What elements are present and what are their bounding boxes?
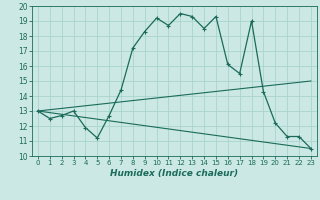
X-axis label: Humidex (Indice chaleur): Humidex (Indice chaleur): [110, 169, 238, 178]
